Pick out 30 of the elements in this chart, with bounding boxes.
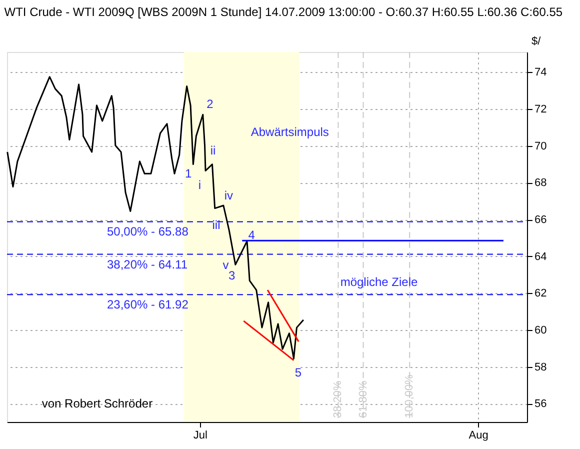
annotation: 4 bbox=[248, 228, 256, 242]
y-tick-label: 58 bbox=[534, 361, 547, 374]
annotation: iii bbox=[212, 218, 220, 232]
annotation: 38,20% - 64.11 bbox=[107, 257, 188, 272]
annotation: mögliche Ziele bbox=[340, 275, 418, 290]
y-tick-label: 70 bbox=[534, 140, 547, 152]
annotation: 2 bbox=[206, 96, 214, 111]
y-tick-label: 64 bbox=[534, 250, 547, 263]
x-tick-label: Aug bbox=[468, 430, 488, 442]
annotation: Abwärtsimpuls bbox=[250, 124, 329, 139]
y-axis-title: $/ bbox=[532, 36, 542, 48]
annotation: 3 bbox=[228, 268, 236, 282]
annotation: 50,00% - 65.88 bbox=[107, 224, 189, 239]
x-tick-label: Jul bbox=[193, 430, 208, 442]
annotation: von Robert Schröder bbox=[42, 396, 153, 410]
annotation: 23,60% - 61.92 bbox=[107, 298, 189, 312]
annotation: v bbox=[222, 258, 229, 272]
y-tick-label: 60 bbox=[534, 324, 547, 336]
annotation: i bbox=[198, 178, 202, 192]
annotation: 5 bbox=[294, 366, 302, 380]
annotation: 1 bbox=[184, 166, 192, 181]
y-tick-label: 56 bbox=[534, 398, 547, 410]
chart-title: WTI Crude - WTI 2009Q [WBS 2009N 1 Stunde] 14.07.2009 13:00:00 - O:60.37 H:60.55 L:60.36 C:60.55 bbox=[4, 5, 563, 19]
y-tick-label: 68 bbox=[534, 177, 547, 190]
annotation: ii bbox=[210, 143, 216, 158]
annotation: iv bbox=[224, 188, 234, 203]
y-tick-label: 66 bbox=[534, 214, 547, 226]
y-tick-label: 72 bbox=[534, 104, 547, 116]
y-tick-label: 74 bbox=[534, 66, 547, 79]
y-tick-label: 62 bbox=[534, 288, 547, 300]
